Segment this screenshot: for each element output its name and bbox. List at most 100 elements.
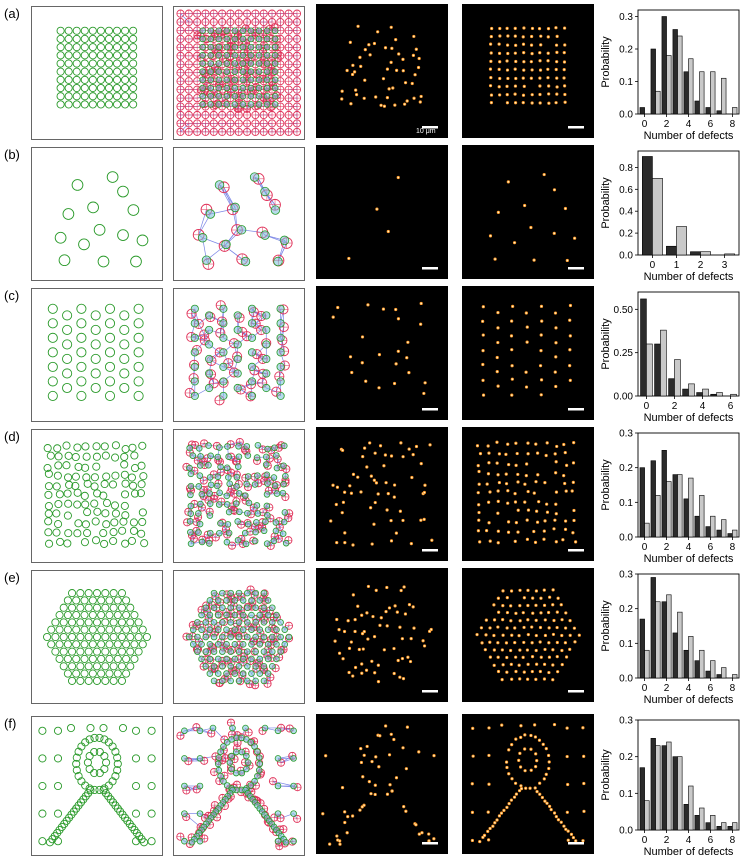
- filled-target: [215, 84, 223, 92]
- filled-target: [198, 655, 205, 663]
- target-site: [82, 452, 91, 461]
- target-site: [85, 735, 94, 744]
- filled-target: [271, 43, 279, 51]
- assignment-graph: [192, 172, 293, 270]
- target-site: [62, 368, 73, 379]
- target-site: [80, 625, 89, 634]
- filled-target: [225, 453, 232, 460]
- target-site: [121, 539, 130, 548]
- filled-target: [247, 52, 255, 59]
- target-site: [44, 517, 53, 526]
- filled-target: [205, 354, 214, 364]
- filled-target: [196, 520, 204, 528]
- filled-target: [273, 611, 280, 619]
- filled-target: [256, 641, 264, 648]
- target-site: [43, 464, 52, 473]
- bar-light: [724, 253, 735, 256]
- x-axis-label: Number of defects: [644, 694, 734, 706]
- graph-edge: [282, 340, 285, 352]
- target-site: [96, 26, 105, 35]
- bar-dark: [639, 767, 645, 831]
- target-site: [119, 517, 128, 526]
- scale-bar: [568, 690, 584, 693]
- target-site: [100, 539, 109, 548]
- filled-target: [239, 84, 247, 92]
- target-site: [53, 754, 63, 763]
- target-site: [104, 83, 114, 93]
- target-site: [63, 669, 72, 678]
- filled-target: [223, 68, 231, 75]
- filled-target: [189, 626, 197, 633]
- filled-target: [271, 68, 279, 75]
- x-tick-label: 6: [708, 835, 714, 846]
- target-site: [133, 361, 144, 372]
- target-site: [112, 34, 122, 43]
- bar-light: [732, 674, 738, 679]
- plot-frame: [637, 291, 740, 397]
- filled-target: [274, 837, 282, 845]
- graph-edge: [242, 331, 248, 337]
- bar-dark: [705, 107, 711, 115]
- target-site: [58, 254, 71, 267]
- target-site: [140, 539, 149, 548]
- target-site: [80, 59, 89, 68]
- target-site: [104, 67, 114, 76]
- filled-target: [239, 76, 247, 84]
- filled-target: [210, 633, 218, 641]
- target-site: [120, 501, 129, 510]
- filled-target: [245, 499, 253, 507]
- target-site: [121, 479, 130, 488]
- target-site: [67, 676, 77, 685]
- filled-target: [201, 255, 212, 265]
- target-site: [81, 442, 90, 451]
- bar-light: [721, 667, 727, 679]
- target-site: [109, 536, 118, 546]
- filled-target: [181, 782, 188, 790]
- target-site: [129, 26, 138, 35]
- target-site: [47, 347, 58, 358]
- filled-target: [255, 76, 263, 84]
- scale-bar: [568, 549, 584, 552]
- filled-target: [263, 52, 271, 59]
- target-site: [133, 376, 144, 387]
- scale-bar: [422, 126, 438, 129]
- target-site: [147, 809, 156, 818]
- rearranged-image-panel: [462, 714, 594, 854]
- bar-dark: [672, 474, 678, 538]
- filled-target: [216, 444, 223, 451]
- filled-target: [251, 537, 259, 545]
- filled-target: [219, 348, 228, 357]
- x-tick-label: 2: [672, 401, 678, 412]
- bar-light: [644, 649, 650, 679]
- target-site: [105, 654, 114, 663]
- y-tick-label: 0.2: [619, 604, 633, 615]
- graph-edge: [230, 441, 240, 445]
- graph-edge: [201, 609, 208, 612]
- target-site: [47, 361, 58, 372]
- target-site: [129, 100, 138, 109]
- target-site: [72, 34, 81, 43]
- scale-bar: [568, 267, 584, 270]
- target-site: [105, 611, 114, 620]
- bar-dark: [650, 460, 656, 538]
- filled-target: [225, 529, 233, 537]
- filled-target: [260, 604, 268, 612]
- filled-target: [248, 597, 255, 604]
- filled-target: [272, 527, 280, 535]
- filled-target: [271, 84, 279, 92]
- filled-target: [223, 597, 230, 604]
- bar-light: [655, 745, 661, 831]
- filled-target: [210, 662, 218, 670]
- x-tick-label: 2: [664, 683, 670, 694]
- target-site: [64, 67, 73, 76]
- filled-target: [255, 52, 263, 59]
- target-site: [90, 368, 101, 379]
- x-tick-label: 4: [686, 119, 692, 130]
- filled-target: [238, 769, 246, 777]
- target-pattern-panel: [31, 147, 163, 281]
- target-site: [104, 332, 116, 343]
- filled-target: [260, 648, 268, 655]
- target-site: [63, 640, 72, 649]
- filled-target: [247, 84, 255, 92]
- target-site: [100, 784, 109, 793]
